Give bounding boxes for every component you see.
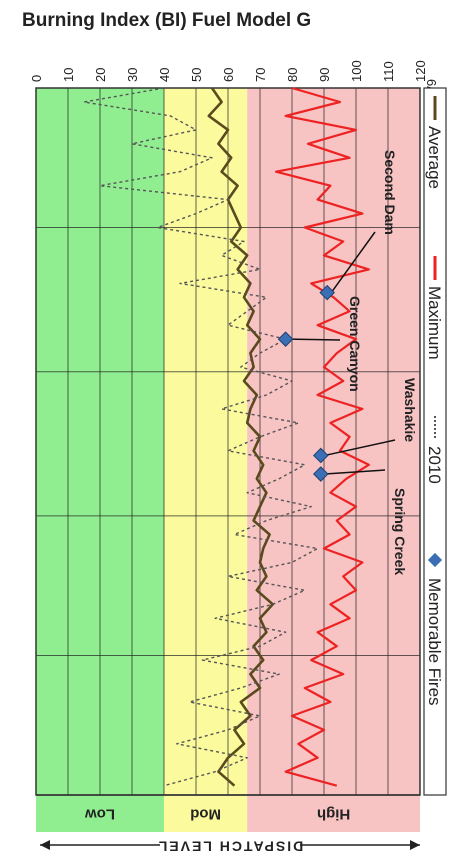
dispatch-arrow-left-head <box>40 840 50 850</box>
band-label-low: Low <box>85 806 115 823</box>
fire-marker <box>319 284 335 301</box>
fire-marker <box>277 331 294 347</box>
legend-box <box>423 87 447 796</box>
value-tick-label: 80 <box>285 68 300 82</box>
value-tick-label: 10 <box>61 68 76 82</box>
band-label-mod: Mod <box>190 806 221 823</box>
dispatch-arrow-right-head <box>410 840 420 850</box>
plot-border <box>35 87 421 796</box>
value-tick-label: 20 <box>93 68 108 82</box>
value-tick-label: 90 <box>317 68 332 82</box>
value-tick-label: 70 <box>253 68 268 82</box>
fire-marker <box>313 466 329 482</box>
fire-arrow <box>324 439 396 457</box>
fire-arrow <box>289 338 341 341</box>
value-tick-label: 120 <box>413 60 428 82</box>
value-tick-label: 50 <box>189 68 204 82</box>
fire-marker <box>313 447 329 464</box>
band-label-high: High <box>317 806 350 823</box>
series-average-line <box>207 87 275 787</box>
value-tick-label: 100 <box>349 60 364 82</box>
value-tick-label: 60 <box>221 68 236 82</box>
series-maximum-line <box>274 86 370 787</box>
fire-label: Washakie <box>402 378 418 442</box>
legend-label: 2010 <box>425 446 444 484</box>
chart-title: Burning Index (BI) Fuel Model G <box>22 10 311 31</box>
value-tick-label: 40 <box>157 68 172 82</box>
value-tick-label: 0 <box>29 75 44 82</box>
fire-label: Green Canyon <box>347 296 363 392</box>
plot-root: LowModHigh01020304050607080901001101206/… <box>29 60 447 854</box>
fire-arrow <box>330 231 376 294</box>
legend-label: Memorable Fires <box>425 578 444 706</box>
value-tick-label: 30 <box>125 68 140 82</box>
series-2010-line <box>83 87 319 787</box>
band-high <box>247 88 420 832</box>
band-mod <box>164 88 248 832</box>
legend-label: Average <box>425 126 444 189</box>
dispatch-label-bg <box>160 836 300 854</box>
fire-arrow <box>324 469 386 475</box>
fire-label: Second Dam <box>382 150 398 235</box>
legend-label: Maximum <box>425 286 444 360</box>
dispatch-label: DISPATCH LEVEL <box>157 838 304 854</box>
value-tick-label: 110 <box>381 61 396 82</box>
legend-diamond <box>427 552 443 568</box>
fire-label: Spring Creek <box>392 488 408 575</box>
